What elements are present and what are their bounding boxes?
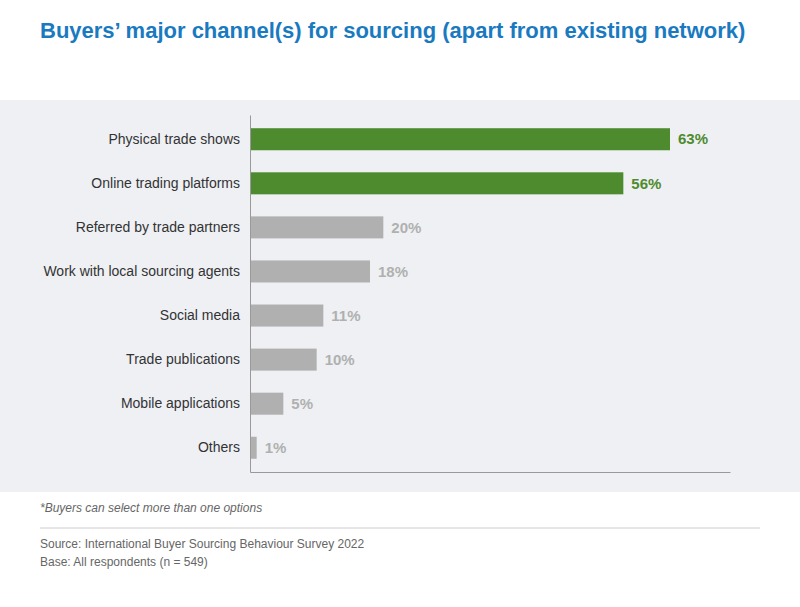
separator <box>40 528 760 529</box>
plot: Physical trade shows Online trading platf… <box>43 116 730 473</box>
title-line: Buyers’ major channel(s) for sourcing (a… <box>40 18 745 43</box>
x-axis-line <box>251 472 731 473</box>
y-axis-line <box>250 116 251 473</box>
data-label: 10% <box>325 351 355 368</box>
y-tick-label: Physical trade shows <box>108 131 240 147</box>
data-label: 20% <box>391 219 421 236</box>
y-tick: Online trading platforms <box>91 175 250 191</box>
title: Buyers’ major channel(s) for sourcing (a… <box>40 18 745 43</box>
bar <box>250 305 323 327</box>
bar <box>250 260 370 282</box>
y-tick: Social media <box>160 307 250 323</box>
panel-background <box>0 100 800 492</box>
footnote: *Buyers can select more than one options <box>40 501 262 515</box>
y-tick-label: Mobile applications <box>121 395 240 411</box>
bar <box>250 172 623 194</box>
y-tick: Work with local sourcing agents <box>43 263 250 279</box>
data-label: 18% <box>378 263 408 280</box>
y-tick: Trade publications <box>126 351 250 367</box>
y-tick: Mobile applications <box>121 395 250 411</box>
y-tick: Physical trade shows <box>108 131 250 147</box>
chart-svg: Buyers’ major channel(s) for sourcing (a… <box>0 0 800 607</box>
source-note: Source: International Buyer Sourcing Beh… <box>40 537 365 551</box>
data-labels: 63% 56% 20% 18% 11% 10% 5% 1% <box>265 130 708 456</box>
data-label: 5% <box>291 395 313 412</box>
bar <box>250 128 670 150</box>
y-tick-label: Work with local sourcing agents <box>43 263 240 279</box>
y-tick: Referred by trade partners <box>76 219 250 235</box>
y-tick-label: Online trading platforms <box>91 175 240 191</box>
data-label: 1% <box>265 439 287 456</box>
y-tick-label: Trade publications <box>126 351 240 367</box>
data-label: 63% <box>678 130 708 147</box>
y-tick: Others <box>198 439 250 455</box>
x-axis <box>251 472 731 473</box>
bar <box>250 349 317 371</box>
bar <box>250 393 283 415</box>
y-tick-label: Social media <box>160 307 240 323</box>
data-label: 11% <box>331 307 360 324</box>
y-tick-label: Others <box>198 439 240 455</box>
source-note: Base: All respondents (n = 549) <box>40 555 208 569</box>
bar <box>250 216 383 238</box>
data-label: 56% <box>631 175 661 192</box>
y-tick-label: Referred by trade partners <box>76 219 240 235</box>
chart-container: Buyers’ major channel(s) for sourcing (a… <box>0 0 800 607</box>
bars <box>250 128 670 459</box>
y-axis: Physical trade shows Online trading platf… <box>43 116 250 473</box>
